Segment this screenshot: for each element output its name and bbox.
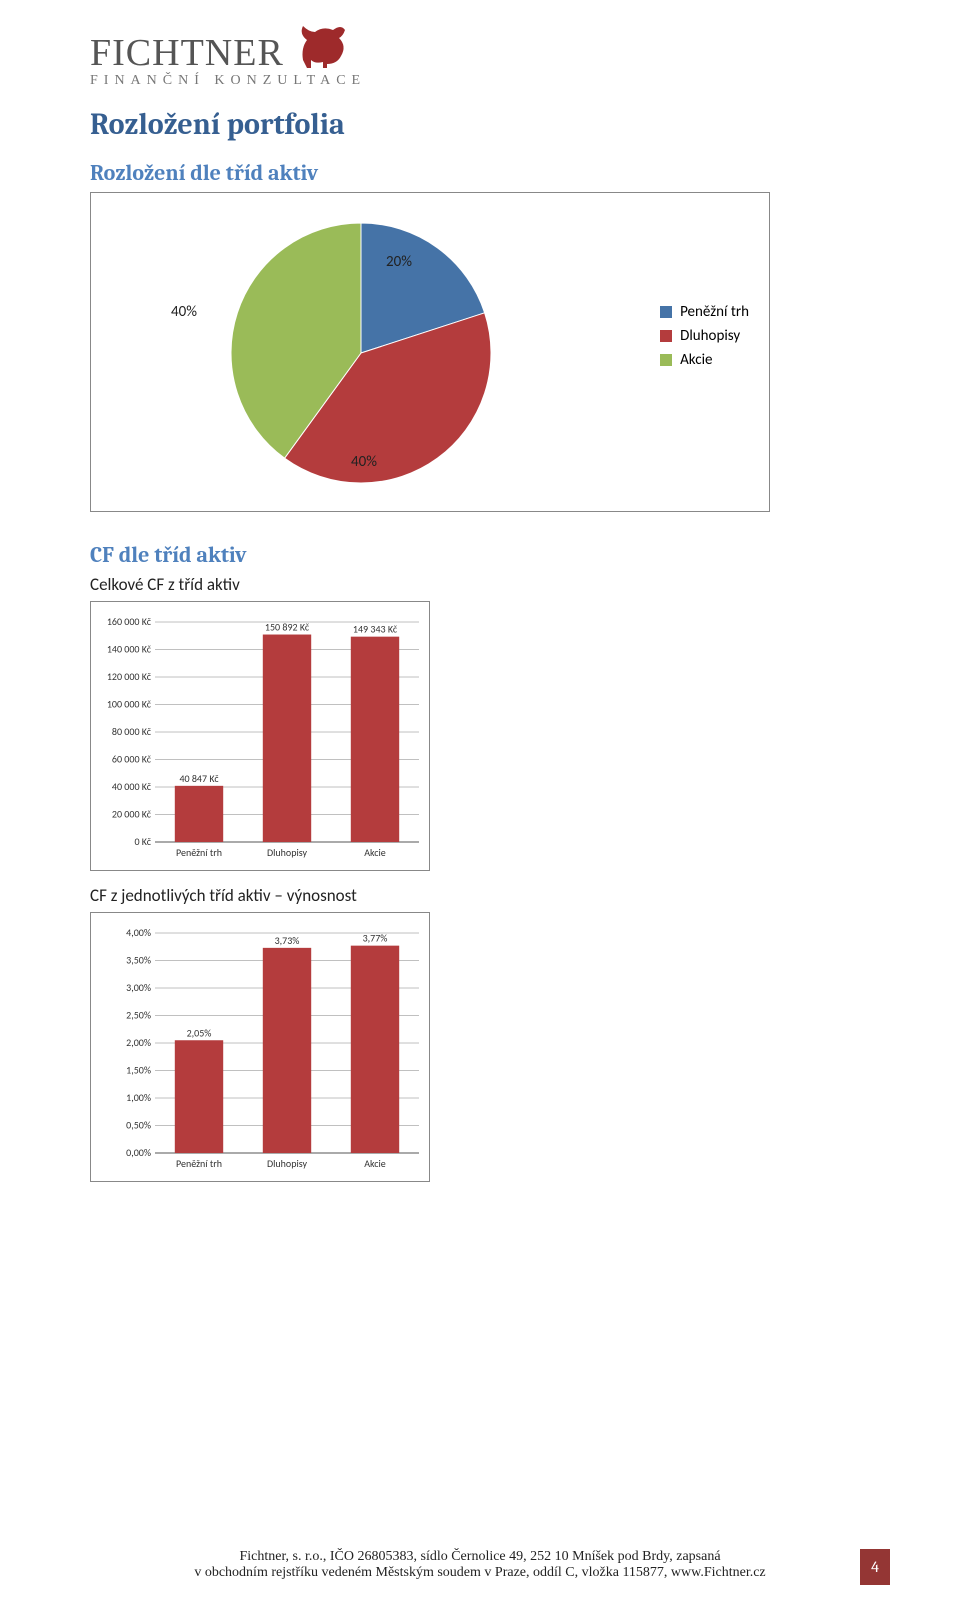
svg-text:Akcie: Akcie [364,846,386,859]
pie-heading: Rozložení dle tříd aktiv [90,160,870,186]
bar [175,786,223,842]
svg-text:2,50%: 2,50% [126,1009,151,1022]
svg-text:Peněžní trh: Peněžní trh [176,846,222,859]
pie-chart: 20% 40% 40% Peněžní trh Dluhopisy Akcie [90,192,770,512]
legend-label: Dluhopisy [680,327,740,345]
bar [263,948,311,1153]
svg-text:20 000 Kč: 20 000 Kč [112,808,152,821]
logo-subtitle: FINANČNÍ KONZULTACE [90,73,870,89]
svg-text:40 000 Kč: 40 000 Kč [112,780,152,793]
legend-swatch [660,306,672,318]
logo-text: FICHTNER [90,31,284,75]
svg-text:160 000 Kč: 160 000 Kč [107,615,152,628]
legend-item: Akcie [660,351,749,369]
page-title: Rozložení portfolia [90,107,870,142]
pie-slice-label: 40% [171,303,197,321]
svg-text:3,77%: 3,77% [363,932,388,945]
legend-label: Peněžní trh [680,303,749,321]
svg-text:1,50%: 1,50% [126,1064,151,1077]
bar-chart-cf: 0 Kč 20 000 Kč 40 000 Kč 60 000 Kč 80 000 Kč… [90,601,430,871]
bar [351,637,399,842]
svg-text:4,00%: 4,00% [126,926,151,939]
svg-text:150 892 Kč: 150 892 Kč [265,621,310,634]
svg-text:0 Kč: 0 Kč [134,835,151,848]
legend-label: Akcie [680,351,712,369]
svg-text:1,00%: 1,00% [126,1091,151,1104]
bar1-heading: CF dle tříd aktiv [90,542,870,568]
svg-text:3,00%: 3,00% [126,981,151,994]
svg-text:100 000 Kč: 100 000 Kč [107,698,152,711]
svg-text:Dluhopisy: Dluhopisy [267,846,308,859]
svg-text:120 000 Kč: 120 000 Kč [107,670,152,683]
bar [175,1040,223,1153]
svg-text:Peněžní trh: Peněžní trh [176,1157,222,1170]
svg-text:3,73%: 3,73% [275,934,300,947]
page-number: 4 [860,1549,890,1585]
footer-line2: v obchodním rejstříku vedeném Městským s… [0,1565,960,1581]
pie-legend: Peněžní trh Dluhopisy Akcie [660,303,749,375]
svg-text:2,00%: 2,00% [126,1036,151,1049]
bar [263,635,311,842]
legend-item: Dluhopisy [660,327,749,345]
svg-text:149 343 Kč: 149 343 Kč [353,623,398,636]
bar [351,946,399,1153]
svg-text:60 000 Kč: 60 000 Kč [112,753,152,766]
bar2-subtext: CF z jednotlivých tříd aktiv – výnosnost [90,885,870,906]
bull-icon [293,20,353,75]
footer: Fichtner, s. r.o., IČO 26805383, sídlo Č… [0,1549,960,1581]
svg-text:80 000 Kč: 80 000 Kč [112,725,152,738]
svg-text:140 000 Kč: 140 000 Kč [107,643,152,656]
svg-text:Akcie: Akcie [364,1157,386,1170]
svg-text:2,05%: 2,05% [187,1026,212,1039]
bar-chart-yield: 0,00% 0,50% 1,00% 1,50% 2,00% 2,50% 3,00% 3,50%… [90,912,430,1182]
svg-text:3,50%: 3,50% [126,954,151,967]
svg-text:0,00%: 0,00% [126,1146,151,1159]
legend-swatch [660,354,672,366]
legend-swatch [660,330,672,342]
footer-line1: Fichtner, s. r.o., IČO 26805383, sídlo Č… [0,1549,960,1565]
legend-item: Peněžní trh [660,303,749,321]
svg-text:Dluhopisy: Dluhopisy [267,1157,308,1170]
pie-slice-label: 20% [386,253,412,271]
svg-text:40 847 Kč: 40 847 Kč [179,772,219,785]
bar1-subtext: Celkové CF z tříd aktiv [90,574,870,595]
svg-text:0,50%: 0,50% [126,1119,151,1132]
company-logo: FICHTNER FINANČNÍ KONZULTACE [90,20,870,89]
pie-slice-label: 40% [351,453,377,471]
